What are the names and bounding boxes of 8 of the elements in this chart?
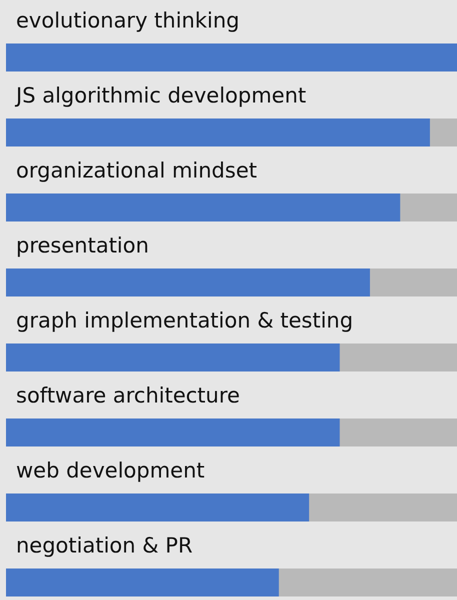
y-tick-label: presentation bbox=[16, 234, 149, 258]
y-tick-label: organizational mindset bbox=[16, 158, 257, 182]
y-tick-label: negotiation & PR bbox=[16, 534, 193, 558]
y-tick-label: web development bbox=[16, 458, 205, 482]
y-tick-label: software architecture bbox=[16, 384, 240, 408]
y-tick-label: graph implementation & testing bbox=[16, 308, 354, 332]
y-tick-label: evolutionary thinking bbox=[16, 8, 240, 32]
y-tick-label: JS algorithmic development bbox=[14, 84, 306, 108]
